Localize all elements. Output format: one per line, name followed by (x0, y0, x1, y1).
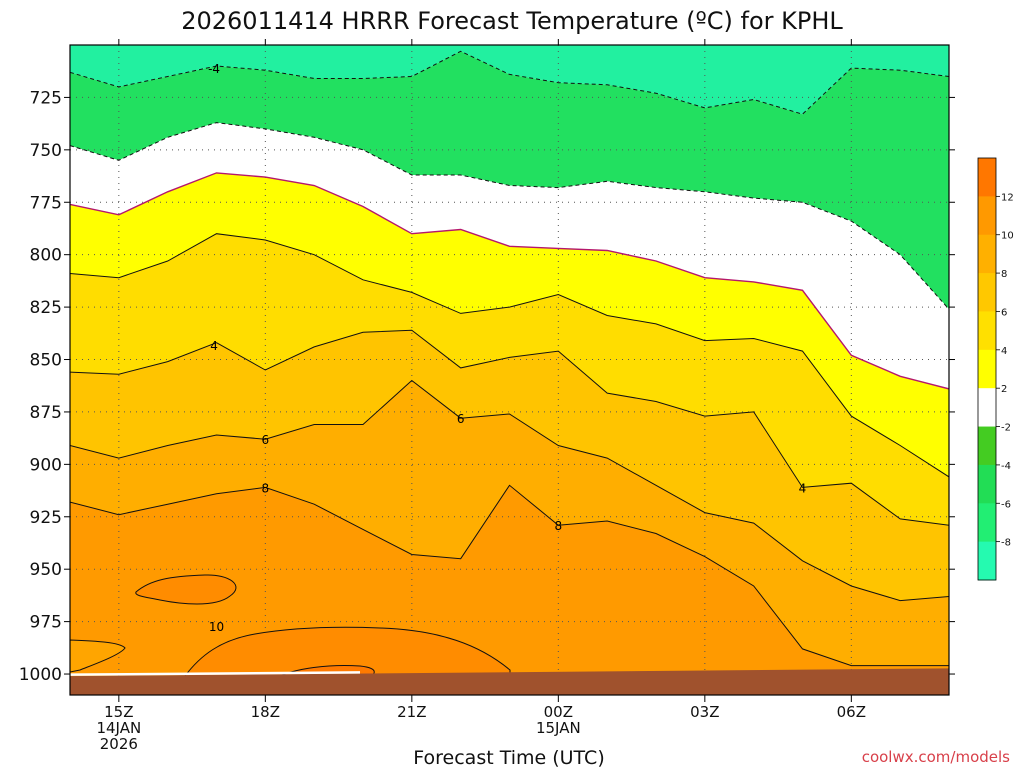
y-tick-label-750: 750 (30, 141, 62, 161)
isotherm-6 (70, 379, 949, 602)
colorbar-label-4: 4 (1001, 346, 1007, 357)
colorbar-label-minus6: -6 (1001, 499, 1011, 510)
band-minus2-to-2 (70, 122, 949, 389)
colorbar-label-minus4: -4 (1001, 461, 1011, 472)
colorbar-segment-2 (978, 234, 996, 274)
x-tick-label-21-0: 21Z (397, 703, 426, 721)
x-tick-label-15-2: 2026 (100, 735, 138, 753)
x-tick-label-24-0: 00Z (544, 703, 573, 721)
plot-frame (69, 44, 950, 696)
isotherm-8 (70, 484, 949, 667)
colorbar-segment-10 (978, 541, 996, 581)
contour-label-6: 4 (799, 481, 807, 495)
contour-label-7: 10 (209, 620, 224, 634)
y-tick-label-950: 950 (30, 560, 62, 580)
band-2-to-4 (70, 172, 949, 477)
colorbar-segment-3 (978, 273, 996, 312)
chart-title: 2026011414 HRRR Forecast Temperature (ºC… (181, 7, 843, 35)
y-tick-label-800: 800 (30, 246, 62, 266)
x-tick-label-15-1: 14JAN (96, 719, 141, 737)
warm-pocket-upper (135, 574, 237, 605)
x-tick-label-27-0: 03Z (690, 703, 719, 721)
colorbar-label-12: 12 (1001, 192, 1014, 203)
contour-label-4: 8 (262, 481, 270, 495)
contour-label-3: 6 (457, 412, 465, 426)
x-tick-label-18-0: 18Z (251, 703, 280, 721)
warm-pocket-left (70, 639, 126, 673)
colorbar-label-10: 10 (1001, 231, 1014, 242)
colorbar-segment-8 (978, 464, 996, 504)
band-8-to-10 (70, 380, 949, 666)
colorbar-segment-4 (978, 311, 996, 351)
colorbar-label-6: 6 (1001, 307, 1007, 318)
y-tick-label-925: 925 (30, 508, 62, 528)
colorbar-segment-6 (978, 388, 996, 428)
y-tick-label-900: 900 (30, 455, 62, 475)
y-tick-label-825: 825 (30, 298, 62, 318)
x-tick-label-30-0: 06Z (837, 703, 866, 721)
band-below-minus4 (70, 45, 949, 115)
y-tick-label-875: 875 (30, 403, 62, 423)
x-tick-label-15-0: 15Z (104, 703, 133, 721)
y-tick-label-775: 775 (30, 193, 62, 213)
contour-label-0: -4 (208, 62, 220, 76)
isotherm-0 (70, 172, 949, 390)
isotherm-minus2 (70, 122, 949, 310)
colorbar-label-8: 8 (1001, 269, 1007, 280)
x-axis-label: Forecast Time (UTC) (413, 747, 604, 768)
colorbar-segment-9 (978, 503, 996, 543)
x-tick-label-24-1: 15JAN (536, 719, 581, 737)
colorbar-label-minus8: -8 (1001, 538, 1011, 549)
isotherm-2 (70, 233, 949, 478)
contour-label-5: 8 (555, 519, 563, 533)
terrain-ground (70, 668, 949, 695)
colorbar-label-2: 2 (1001, 384, 1007, 395)
band-6-to-8 (70, 330, 949, 601)
colorbar-segment-1 (978, 196, 996, 236)
y-tick-label-850: 850 (30, 351, 62, 371)
colorbar-segment-7 (978, 426, 996, 466)
y-tick-label-725: 725 (30, 88, 62, 108)
isotherm-minus4 (70, 50, 949, 115)
colorbar-segment-5 (978, 349, 996, 389)
y-tick-label-975: 975 (30, 613, 62, 633)
credit-text: coolwx.com/models (862, 748, 1010, 766)
colorbar-segment-0 (978, 158, 996, 197)
surface-edge (70, 671, 361, 676)
colorbar-frame (977, 157, 997, 581)
contour-label-2: 6 (262, 433, 270, 447)
contour-label-1: 4 (210, 339, 218, 353)
band-minus4-to-minus2 (70, 51, 949, 310)
colorbar-label-minus2: -2 (1001, 423, 1011, 434)
y-tick-label-1000: 1000 (19, 665, 62, 685)
band-4-to-6 (70, 233, 949, 526)
isotherm-4 (70, 329, 949, 526)
